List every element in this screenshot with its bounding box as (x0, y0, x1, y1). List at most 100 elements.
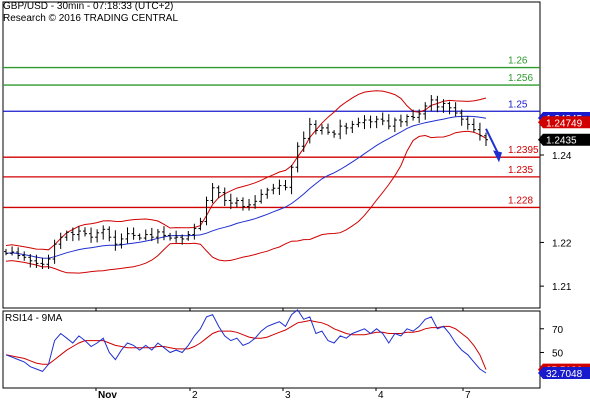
candle (192, 223, 197, 240)
chart-title: GBP/USD - 30min - 07:18:33 (UTC+2) (3, 1, 174, 12)
x-tick-label-Nov: Nov (98, 390, 117, 400)
candle (34, 254, 39, 268)
candle (46, 254, 51, 270)
candle (344, 122, 349, 135)
value-tag-text: 32.7048 (546, 369, 583, 380)
candle (417, 109, 422, 123)
candle (319, 124, 324, 135)
candle (180, 234, 185, 245)
rsi-y-tick-label-70: 70 (552, 325, 564, 336)
candle (143, 229, 148, 241)
candle (441, 99, 446, 113)
candle (4, 248, 8, 256)
value-tag-text: 1.24749 (546, 118, 583, 129)
candle (350, 120, 355, 133)
candle (16, 247, 21, 260)
candle (313, 120, 318, 135)
value-tag-shape (538, 116, 590, 129)
candle (107, 226, 112, 242)
candle (423, 102, 428, 120)
candle (28, 254, 33, 268)
forecast-arrow-head (493, 150, 502, 163)
candle (301, 131, 306, 152)
candle (453, 102, 458, 117)
candle (40, 257, 45, 270)
candle (161, 226, 166, 241)
value-tag-text: 1.2435 (546, 136, 577, 147)
candle (265, 187, 270, 199)
candle (411, 109, 416, 121)
candle (76, 226, 81, 241)
candle (174, 230, 179, 243)
x-tick-label-4: 4 (378, 390, 384, 400)
candle (149, 227, 154, 242)
candle (338, 119, 343, 140)
bollinger-lower-line (5, 130, 487, 274)
candle (186, 231, 191, 241)
y-tick-label-1.24: 1.24 (552, 151, 572, 162)
candle (198, 217, 203, 231)
candle (204, 196, 209, 226)
candle (471, 118, 476, 133)
candle (307, 117, 312, 144)
candle (356, 117, 361, 128)
value-tag-shape (538, 133, 590, 146)
candle (82, 227, 87, 237)
candle (52, 239, 57, 264)
price-panel-frame (2, 1, 541, 309)
candle (484, 132, 488, 147)
candle (216, 185, 221, 199)
rsi-line (5, 309, 487, 374)
candle (10, 246, 15, 256)
candle (234, 197, 239, 208)
candle (259, 189, 264, 204)
candle (277, 179, 282, 195)
candle (289, 165, 294, 195)
rsi-panel-title: RSI14 - 9MA (5, 313, 63, 324)
forecast-arrow-shaft (485, 128, 499, 154)
y-tick-label-1.21: 1.21 (552, 282, 572, 293)
candle (368, 115, 373, 129)
level-label-1.2395: 1.2395 (508, 145, 539, 156)
candle (435, 95, 440, 113)
candle (70, 227, 75, 242)
price-tag-1.2435: 1.2435 (538, 133, 590, 147)
candle (283, 179, 288, 191)
candle (392, 117, 397, 133)
y-tick-label-1.22: 1.22 (552, 238, 572, 249)
moving-average-line (5, 115, 487, 259)
candle (447, 101, 452, 115)
candle (89, 227, 94, 243)
bollinger-upper-line (5, 90, 487, 251)
level-label-1.26: 1.26 (508, 56, 528, 67)
level-label-1.25: 1.25 (508, 99, 528, 110)
candle (101, 225, 106, 240)
candle (222, 187, 227, 206)
candle (113, 230, 118, 251)
candle (95, 229, 100, 243)
level-label-1.235: 1.235 (508, 165, 533, 176)
candle (253, 195, 258, 209)
candle (429, 95, 434, 112)
rsi-ma-line (5, 319, 487, 370)
x-tick-label-3: 3 (285, 390, 291, 400)
candle (271, 183, 276, 195)
x-tick-label-7: 7 (465, 390, 471, 400)
candle (374, 115, 379, 129)
candle (155, 228, 160, 244)
candle (228, 193, 233, 210)
candle (362, 115, 367, 130)
value-tag-shape (538, 366, 590, 379)
candle (58, 232, 63, 249)
candle (119, 233, 124, 249)
level-label-1.256: 1.256 (508, 73, 533, 84)
x-tick-label-2: 2 (192, 390, 198, 400)
candle (137, 233, 142, 241)
candle (465, 116, 470, 130)
candle (477, 122, 482, 141)
candle (326, 123, 331, 135)
candle (380, 112, 385, 126)
candle (125, 227, 130, 244)
candle (64, 230, 69, 241)
candle (405, 114, 410, 127)
